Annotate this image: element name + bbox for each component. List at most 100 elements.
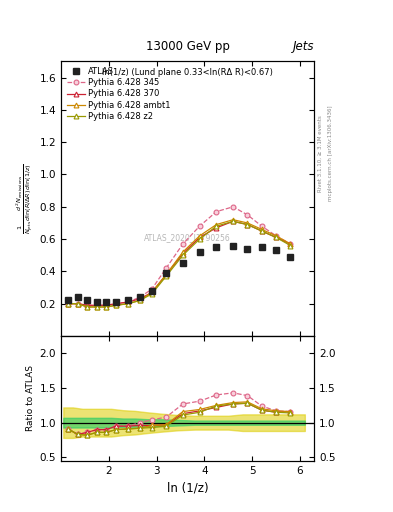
Pythia 6.428 345: [66, 301, 70, 307]
Pythia 6.428 370: [288, 241, 293, 247]
Pythia 6.428 370: [104, 302, 109, 308]
Pythia 6.428 ambt1: [245, 220, 250, 226]
Legend: ATLAS, Pythia 6.428 345, Pythia 6.428 370, Pythia 6.428 ambt1, Pythia 6.428 z2: ATLAS, Pythia 6.428 345, Pythia 6.428 37…: [65, 66, 173, 122]
Pythia 6.428 345: [231, 204, 235, 210]
Pythia 6.428 370: [180, 250, 185, 257]
Pythia 6.428 345: [180, 241, 185, 247]
Pythia 6.428 370: [149, 289, 154, 295]
Pythia 6.428 ambt1: [66, 301, 70, 307]
Pythia 6.428 z2: [114, 302, 118, 308]
Pythia 6.428 ambt1: [259, 226, 264, 232]
Pythia 6.428 ambt1: [138, 297, 142, 304]
Pythia 6.428 ambt1: [149, 289, 154, 295]
Pythia 6.428 370: [214, 225, 219, 231]
ATLAS: [149, 288, 154, 294]
Pythia 6.428 345: [114, 301, 118, 307]
Pythia 6.428 z2: [288, 243, 293, 249]
Pythia 6.428 z2: [231, 218, 235, 224]
Pythia 6.428 ambt1: [104, 304, 109, 310]
Pythia 6.428 345: [138, 294, 142, 301]
Pythia 6.428 370: [114, 301, 118, 307]
Pythia 6.428 ambt1: [231, 217, 235, 223]
Pythia 6.428 370: [94, 302, 99, 308]
Pythia 6.428 z2: [94, 304, 99, 310]
ATLAS: [274, 247, 279, 253]
Pythia 6.428 345: [214, 208, 219, 215]
Pythia 6.428 345: [149, 286, 154, 292]
Pythia 6.428 345: [245, 212, 250, 218]
Text: ATLAS_2020_I1790256: ATLAS_2020_I1790256: [144, 232, 231, 242]
Pythia 6.428 345: [259, 223, 264, 229]
Pythia 6.428 370: [245, 222, 250, 228]
ATLAS: [85, 297, 90, 304]
Pythia 6.428 ambt1: [164, 271, 169, 278]
Pythia 6.428 ambt1: [125, 301, 130, 307]
Pythia 6.428 ambt1: [274, 233, 279, 239]
ATLAS: [94, 299, 99, 305]
Y-axis label: Ratio to ATLAS: Ratio to ATLAS: [26, 366, 35, 432]
Pythia 6.428 345: [164, 265, 169, 271]
Pythia 6.428 370: [164, 271, 169, 278]
ATLAS: [125, 297, 130, 304]
Pythia 6.428 z2: [75, 301, 80, 307]
Text: ln(1/z) (Lund plane 0.33<ln(RΔ R)<0.67): ln(1/z) (Lund plane 0.33<ln(RΔ R)<0.67): [102, 68, 273, 77]
Pythia 6.428 z2: [164, 273, 169, 280]
Pythia 6.428 370: [197, 234, 202, 241]
Pythia 6.428 370: [85, 302, 90, 308]
ATLAS: [104, 299, 109, 305]
ATLAS: [288, 254, 293, 260]
Pythia 6.428 z2: [245, 222, 250, 228]
Text: Rivet 3.1.10, ≥ 3.1M events: Rivet 3.1.10, ≥ 3.1M events: [318, 115, 323, 192]
Pythia 6.428 370: [231, 218, 235, 224]
Pythia 6.428 z2: [85, 304, 90, 310]
ATLAS: [164, 270, 169, 276]
ATLAS: [197, 249, 202, 255]
Text: 13000 GeV pp: 13000 GeV pp: [146, 40, 230, 53]
Pythia 6.428 z2: [274, 234, 279, 241]
Pythia 6.428 370: [66, 301, 70, 307]
Pythia 6.428 345: [75, 301, 80, 307]
Pythia 6.428 345: [288, 241, 293, 247]
ATLAS: [114, 299, 118, 305]
ATLAS: [259, 244, 264, 250]
Pythia 6.428 345: [104, 302, 109, 308]
Pythia 6.428 ambt1: [114, 302, 118, 308]
Pythia 6.428 345: [125, 299, 130, 305]
Pythia 6.428 ambt1: [180, 249, 185, 255]
ATLAS: [75, 294, 80, 301]
Pythia 6.428 z2: [149, 291, 154, 297]
Pythia 6.428 370: [259, 228, 264, 234]
ATLAS: [245, 246, 250, 252]
Line: Pythia 6.428 z2: Pythia 6.428 z2: [66, 219, 293, 309]
ATLAS: [231, 243, 235, 249]
Pythia 6.428 370: [138, 296, 142, 302]
Pythia 6.428 z2: [259, 228, 264, 234]
Pythia 6.428 345: [197, 223, 202, 229]
Pythia 6.428 z2: [125, 301, 130, 307]
Pythia 6.428 z2: [197, 236, 202, 242]
Line: Pythia 6.428 ambt1: Pythia 6.428 ambt1: [66, 217, 293, 309]
ATLAS: [138, 294, 142, 301]
ATLAS: [66, 297, 70, 304]
Pythia 6.428 z2: [104, 304, 109, 310]
Pythia 6.428 z2: [214, 223, 219, 229]
Pythia 6.428 ambt1: [288, 241, 293, 247]
Pythia 6.428 z2: [66, 301, 70, 307]
Line: Pythia 6.428 370: Pythia 6.428 370: [66, 219, 293, 308]
Pythia 6.428 ambt1: [75, 301, 80, 307]
Pythia 6.428 ambt1: [214, 222, 219, 228]
Pythia 6.428 345: [94, 302, 99, 308]
Pythia 6.428 z2: [180, 252, 185, 259]
Text: Jets: Jets: [293, 40, 314, 53]
Pythia 6.428 z2: [138, 297, 142, 304]
Pythia 6.428 370: [75, 301, 80, 307]
Pythia 6.428 345: [274, 233, 279, 239]
Pythia 6.428 ambt1: [85, 304, 90, 310]
ATLAS: [180, 260, 185, 266]
Line: ATLAS: ATLAS: [65, 242, 294, 305]
Pythia 6.428 ambt1: [197, 233, 202, 239]
Pythia 6.428 370: [125, 299, 130, 305]
X-axis label: ln (1/z): ln (1/z): [167, 481, 208, 494]
Pythia 6.428 370: [274, 234, 279, 241]
Text: mcplots.cern.ch [arXiv:1306.3436]: mcplots.cern.ch [arXiv:1306.3436]: [328, 106, 332, 201]
